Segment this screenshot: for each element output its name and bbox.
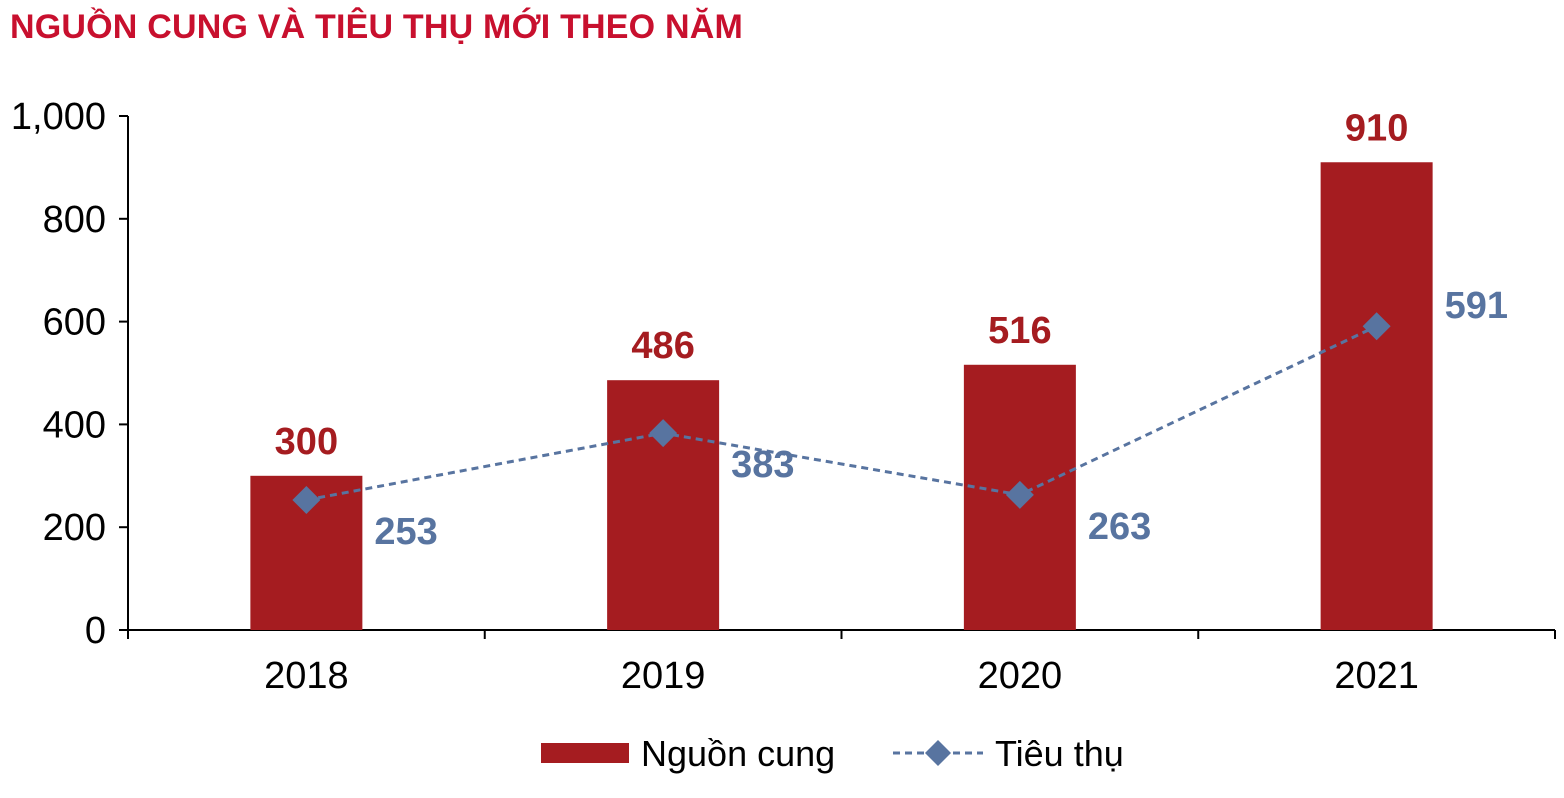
bar-supply bbox=[1320, 162, 1433, 630]
data-label-supply: 486 bbox=[631, 325, 694, 367]
point-sales bbox=[1362, 312, 1391, 341]
bar-supply bbox=[607, 380, 720, 630]
series-line-sales bbox=[306, 324, 1378, 502]
x-tick-label: 2018 bbox=[264, 655, 349, 697]
chart-title: NGUỒN CUNG VÀ TIÊU THỤ MỚI THEO NĂM bbox=[10, 8, 743, 46]
data-label-sales: 263 bbox=[1088, 506, 1151, 548]
point-sales bbox=[649, 419, 678, 448]
data-label-sales: 253 bbox=[374, 511, 437, 553]
legend-marker-sales bbox=[925, 740, 951, 766]
y-tick-label: 1,000 bbox=[11, 96, 106, 138]
data-label-sales: 591 bbox=[1445, 285, 1508, 327]
y-tick-label: 800 bbox=[43, 199, 106, 241]
data-labels-group: 300 486 516 910 253 383 263 591 bbox=[275, 107, 1508, 553]
legend-label-supply: Nguồn cung bbox=[641, 733, 835, 774]
y-tick-label: 0 bbox=[85, 610, 106, 652]
data-label-sales: 383 bbox=[731, 444, 794, 486]
x-tick-label: 2020 bbox=[978, 655, 1063, 697]
point-sales bbox=[1005, 480, 1034, 509]
legend: Nguồn cung Tiêu thụ bbox=[541, 733, 1124, 774]
x-tick-label: 2019 bbox=[621, 655, 706, 697]
point-sales bbox=[292, 485, 321, 514]
y-tick-label: 200 bbox=[43, 507, 106, 549]
y-tick-label: 400 bbox=[43, 404, 106, 446]
legend-label-sales: Tiêu thụ bbox=[995, 733, 1124, 774]
data-label-supply: 910 bbox=[1345, 107, 1408, 149]
legend-swatch-supply bbox=[541, 743, 629, 763]
line-group bbox=[292, 312, 1391, 514]
bars-group bbox=[250, 162, 1433, 630]
data-label-supply: 516 bbox=[988, 310, 1051, 352]
data-label-supply: 300 bbox=[275, 421, 338, 463]
y-tick-label: 600 bbox=[43, 302, 106, 344]
x-tick-label: 2021 bbox=[1334, 655, 1419, 697]
axes: 0 200 400 600 800 1,000 2018 2019 2020 2021 bbox=[11, 96, 1556, 697]
